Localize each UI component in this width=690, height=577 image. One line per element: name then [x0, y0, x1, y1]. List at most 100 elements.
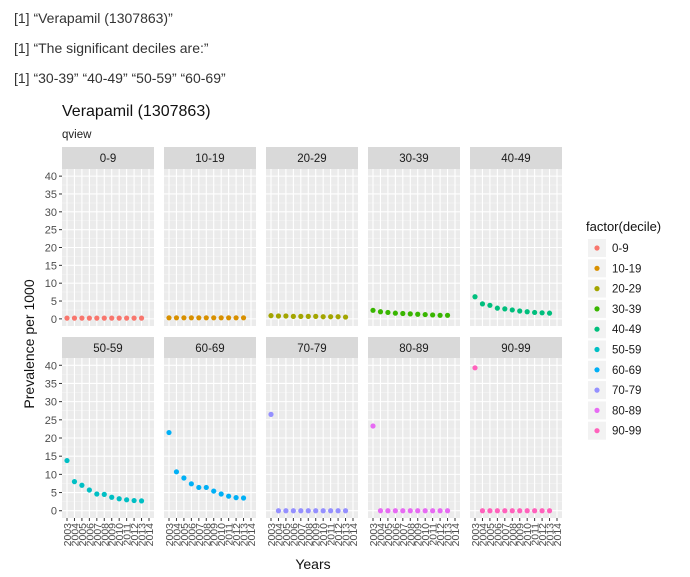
data-point: [226, 315, 232, 321]
x-tick-label: 2004: [375, 523, 387, 547]
x-tick-label: 2010: [522, 523, 534, 547]
data-point: [430, 508, 436, 514]
y-tick-label: 20: [45, 243, 57, 255]
facet-panel: 60-6920032004200520062007200820092010201…: [164, 337, 258, 546]
legend-item: 90-99: [588, 421, 641, 440]
data-point: [233, 315, 239, 321]
facet-strip-label: 0-9: [100, 153, 117, 165]
data-point: [173, 469, 180, 475]
facet-strip: [266, 147, 358, 169]
y-tick-label: 25: [45, 225, 57, 237]
x-tick-label: 2013: [341, 523, 353, 547]
x-tick-label: 2003: [470, 523, 482, 547]
data-point: [472, 365, 478, 371]
data-point: [181, 475, 187, 481]
data-point: [290, 508, 296, 514]
data-point: [487, 302, 493, 308]
x-tick-label: 2010: [216, 523, 228, 547]
data-point: [275, 313, 282, 319]
legend-item: 30-39: [588, 299, 641, 318]
data-point: [298, 313, 304, 319]
data-point: [226, 493, 232, 499]
facet-strip: [62, 337, 154, 359]
data-point: [430, 312, 436, 318]
y-axis-label: Prevalence per 1000: [21, 279, 37, 408]
x-tick-label: 2003: [266, 523, 278, 547]
data-point: [313, 508, 319, 514]
data-point: [400, 310, 406, 317]
data-point: [509, 307, 515, 313]
x-tick-label: 2014: [144, 523, 156, 547]
facet-strip: [266, 337, 358, 359]
facet-strip-label: 30-39: [399, 153, 428, 165]
y-tick-label: 35: [45, 189, 57, 201]
data-point: [116, 496, 122, 502]
x-tick-label: 2004: [171, 523, 183, 547]
facet-strip-label: 80-89: [399, 343, 428, 355]
x-tick-label: 2010: [318, 523, 330, 547]
x-tick-label: 2003: [164, 523, 176, 547]
data-point: [71, 315, 78, 321]
legend-label: 20-29: [612, 284, 641, 296]
facet-strip-label: 90-99: [501, 343, 530, 355]
x-tick-label: 2007: [398, 523, 410, 547]
x-tick-label: 2014: [246, 523, 258, 547]
x-tick-label: 2005: [485, 523, 497, 547]
legend-label: 0-9: [612, 243, 629, 255]
legend-item: 60-69: [588, 360, 641, 379]
y-tick-label: 40: [45, 360, 57, 372]
data-point: [320, 508, 326, 514]
data-point: [109, 494, 115, 500]
x-tick-label: 2009: [107, 523, 119, 547]
data-point: [268, 313, 274, 319]
chart-subtitle: qview: [62, 129, 92, 141]
x-tick-label: 2012: [333, 523, 345, 547]
data-point: [71, 479, 78, 485]
x-tick-label: 2013: [545, 523, 557, 547]
legend-swatch: [594, 346, 600, 353]
data-point: [342, 314, 349, 320]
data-point: [86, 315, 92, 321]
data-point: [422, 508, 428, 514]
chart-title: Verapamil (1307863): [62, 103, 211, 120]
data-point: [240, 315, 247, 321]
data-point: [305, 313, 311, 319]
x-tick-label: 2007: [500, 523, 512, 547]
facet-panel: 10-19: [164, 147, 256, 326]
data-point: [211, 315, 217, 321]
data-point: [240, 495, 247, 501]
data-point: [532, 508, 538, 514]
data-point: [407, 508, 413, 514]
data-point: [131, 315, 137, 321]
x-tick-label: 2013: [443, 523, 455, 547]
x-tick-label: 2011: [530, 523, 542, 546]
data-point: [494, 305, 500, 311]
data-point: [335, 508, 341, 514]
legend-label: 10-19: [612, 263, 641, 275]
data-point: [437, 508, 443, 514]
legend-item: 70-79: [588, 381, 641, 400]
facet-strip: [470, 147, 562, 169]
data-point: [173, 315, 180, 321]
data-point: [335, 314, 341, 320]
legend-swatch: [594, 265, 600, 271]
data-point: [64, 315, 70, 321]
facet-strip: [368, 147, 460, 169]
data-point: [517, 508, 523, 514]
y-tick-label: 5: [51, 296, 57, 308]
data-point: [415, 311, 421, 317]
data-point: [86, 487, 92, 493]
data-point: [472, 294, 478, 300]
facet-strip-label: 40-49: [501, 153, 530, 165]
facet-panel: 70-7920032004200520062007200820092010201…: [266, 337, 360, 546]
data-point: [188, 481, 194, 487]
data-point: [275, 508, 282, 514]
x-tick-label: 2007: [296, 523, 308, 547]
y-tick-label: 5: [51, 488, 57, 500]
data-point: [517, 308, 523, 314]
data-point: [377, 508, 384, 514]
x-tick-label: 2009: [209, 523, 221, 547]
x-tick-label: 2005: [383, 523, 395, 547]
data-point: [116, 315, 122, 321]
x-tick-label: 2004: [273, 523, 285, 547]
